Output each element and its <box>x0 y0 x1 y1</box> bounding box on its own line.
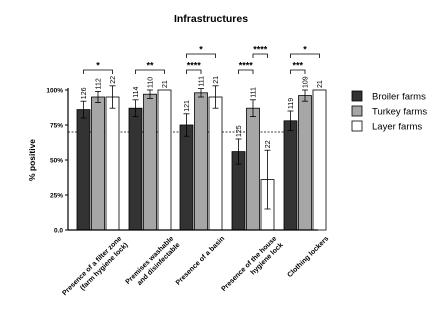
bars-group <box>76 89 327 231</box>
bar <box>157 89 172 231</box>
category-label-line: Presence of the house <box>220 235 278 293</box>
sample-size-label: 125 <box>236 125 243 137</box>
bar <box>143 93 157 231</box>
category-label-line: Premises washable <box>125 235 176 286</box>
category-label-line: Presence of a basin <box>175 235 226 286</box>
bar <box>312 89 327 231</box>
bar <box>283 120 298 231</box>
significance-bracket <box>238 69 254 74</box>
sample-size-label: 121 <box>184 100 191 112</box>
significance-label: ** <box>146 61 154 71</box>
significance-brackets-group: * ** ***************** <box>83 45 320 74</box>
legend-label: Layer farms <box>372 122 422 133</box>
bar <box>298 95 312 231</box>
chart-title: Infrastructures <box>174 13 248 25</box>
bar <box>105 96 120 231</box>
bar <box>76 109 91 231</box>
significance-label: *** <box>292 61 303 71</box>
sample-size-label: 126 <box>81 87 88 99</box>
bar <box>194 92 208 231</box>
sample-size-label: 21 <box>162 80 169 88</box>
significance-label: **** <box>253 45 268 55</box>
legend-swatch <box>351 120 363 132</box>
significance-label: * <box>96 61 100 71</box>
axes-group: 0.0 25% 50% 75% 100% <box>46 87 318 234</box>
sample-size-label: 112 <box>96 78 103 89</box>
significance-bracket <box>135 69 165 74</box>
bar <box>179 124 194 231</box>
significance-label: * <box>303 45 307 55</box>
y-tick-label: 25% <box>50 192 63 199</box>
bar <box>128 107 143 231</box>
y-tick-label: 50% <box>50 157 63 164</box>
category-label: Presence of a basin <box>175 235 226 286</box>
category-label-line: Presence of a filter zone <box>61 235 123 297</box>
sample-size-label: 22 <box>265 140 272 148</box>
significance-label: * <box>199 45 203 55</box>
sample-size-label: 114 <box>133 87 140 98</box>
sample-size-label: 22 <box>110 76 117 84</box>
significance-label: **** <box>187 61 202 71</box>
category-label: Clothing lockers <box>287 235 331 279</box>
y-tick-label: 0.0 <box>54 227 63 234</box>
sample-size-labels-group: 126 114 121 125 119 112 110 111 111 109 22 21 21 22 21 <box>81 76 324 148</box>
legend-swatch <box>351 90 363 102</box>
significance-bracket <box>290 69 306 74</box>
significance-bracket <box>290 53 320 58</box>
significance-bracket <box>83 69 113 74</box>
bar <box>208 96 223 231</box>
bar <box>91 96 105 231</box>
category-label: Presence of a filter zone(farm hygiene l… <box>61 235 129 297</box>
sample-size-label: 21 <box>213 76 220 84</box>
sample-size-label: 21 <box>317 80 324 88</box>
significance-bracket <box>186 53 216 58</box>
significance-bracket <box>252 53 268 58</box>
sample-size-label: 109 <box>303 76 310 88</box>
legend: Broiler farms Turkey farms Layer farms <box>351 90 427 133</box>
sample-size-label: 110 <box>148 77 155 88</box>
error-bars-group <box>80 85 308 210</box>
y-tick-label: 75% <box>50 122 63 129</box>
legend-label: Broiler farms <box>372 92 426 103</box>
category-label-line: Clothing lockers <box>287 235 331 279</box>
significance-bracket <box>186 69 202 74</box>
sample-size-label: 111 <box>199 76 206 87</box>
legend-label: Turkey farms <box>372 107 427 118</box>
category-labels-group: Presence of a filter zone(farm hygiene l… <box>61 235 331 297</box>
significance-label: **** <box>239 61 254 71</box>
legend-swatch <box>351 105 363 117</box>
y-tick-label: 100% <box>46 87 63 94</box>
bar <box>246 107 260 231</box>
y-axis-label: % positive <box>27 139 37 181</box>
sample-size-label: 111 <box>251 87 258 98</box>
sample-size-label: 119 <box>288 98 295 109</box>
